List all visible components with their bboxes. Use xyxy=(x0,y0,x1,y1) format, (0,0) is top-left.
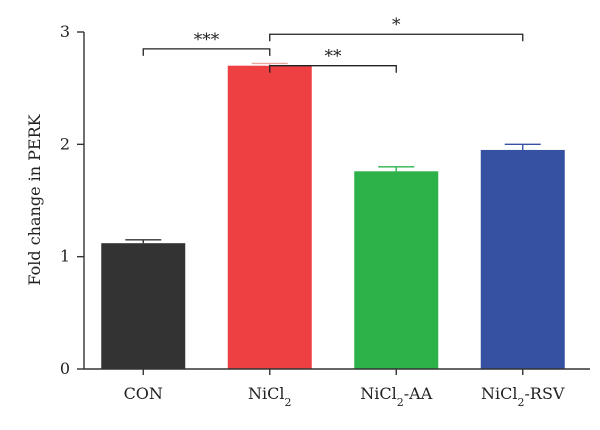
category-label-3: NiCl2-RSV xyxy=(481,384,565,409)
bar-3 xyxy=(480,149,565,369)
y-tick-label-0: 0 xyxy=(60,359,70,378)
bar-2 xyxy=(354,171,439,369)
significance-bracket-0 xyxy=(142,48,271,56)
bar-0 xyxy=(101,243,186,369)
significance-bracket-2 xyxy=(269,33,524,42)
significance-label-0: *** xyxy=(194,30,220,50)
significance-label-1: ** xyxy=(325,47,343,67)
y-tick-label-1: 1 xyxy=(60,247,70,266)
category-label-0: CON xyxy=(124,384,163,403)
y-tick-label-2: 2 xyxy=(60,134,70,153)
y-tick-label-3: 3 xyxy=(60,22,70,41)
category-label-2: NiCl2-AA xyxy=(360,384,432,409)
y-axis-label: Fold change in PERK xyxy=(25,113,44,285)
bar-1 xyxy=(227,65,312,369)
significance-bracket-1 xyxy=(269,65,397,73)
significance-label-2: * xyxy=(392,15,401,35)
category-label-1: NiCl2 xyxy=(248,384,291,409)
